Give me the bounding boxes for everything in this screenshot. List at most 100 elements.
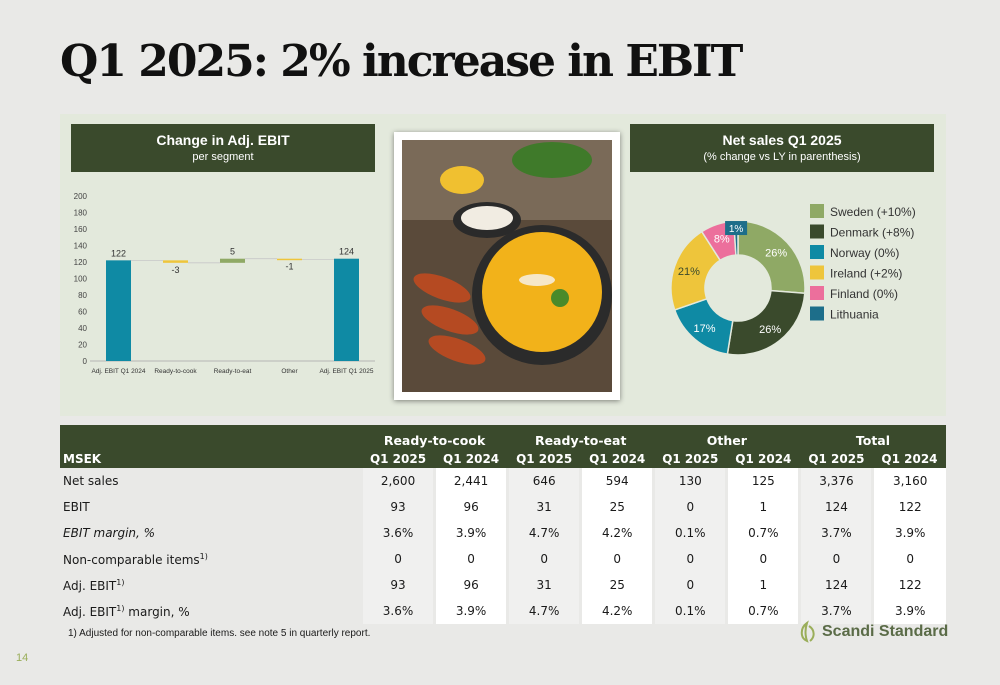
table-cell: 1 xyxy=(725,494,800,520)
y-tick-label: 160 xyxy=(74,225,88,234)
row-label-text: EBIT xyxy=(63,500,90,514)
row-label: Non-comparable items1) xyxy=(60,546,362,572)
period-header: Q1 2024 xyxy=(589,452,646,466)
table-corner-blank xyxy=(60,425,362,448)
table-cell: 0 xyxy=(725,546,800,572)
legend-swatch xyxy=(810,265,824,280)
data-label: 124 xyxy=(339,247,354,257)
slice-label-box xyxy=(725,221,748,236)
waterfall-bar xyxy=(220,258,245,263)
table-cell: 2,600 xyxy=(359,468,435,494)
donut-header: Net sales Q1 2025 (% change vs LY in par… xyxy=(630,124,934,172)
waterfall-bar xyxy=(163,260,188,263)
table-cell: 122 xyxy=(871,494,946,520)
category-label: Ready-to-eat xyxy=(214,368,252,375)
table-cell: 0 xyxy=(871,546,946,572)
table-cell: 31 xyxy=(506,572,581,598)
table-cell: 0.7% xyxy=(725,520,800,546)
waterfall-bar xyxy=(277,258,302,261)
table-cell: 3.7% xyxy=(798,598,873,624)
period-header: Q1 2024 xyxy=(881,452,938,466)
period-header: Q1 2025 xyxy=(662,452,719,466)
legend-swatch xyxy=(810,306,824,321)
y-tick-label: 100 xyxy=(74,275,88,284)
y-tick-label: 200 xyxy=(74,192,88,201)
legend-swatch xyxy=(810,224,824,239)
y-tick-label: 20 xyxy=(78,341,87,350)
legend-label: Sweden (+10%) xyxy=(830,205,916,219)
table-cell: 124 xyxy=(798,572,873,598)
food-photo xyxy=(394,132,620,400)
table-cell: 3,376 xyxy=(798,468,873,494)
table-row: EBIT margin, % 3.6% 3.9% 4.7% 4.2% 0.1% 0.7% 3.… xyxy=(60,520,946,546)
page-number: 14 xyxy=(16,652,29,664)
table-cell: 4.2% xyxy=(579,598,654,624)
table-row: Non-comparable items1) 0 0 0 0 0 0 0 0 xyxy=(60,546,946,572)
legend-label: Finland (0%) xyxy=(830,287,898,301)
table-cell: 0 xyxy=(652,572,727,598)
table-row: Adj. EBIT1) 93 96 31 25 0 1 124 122 xyxy=(60,572,946,598)
table-cell: 124 xyxy=(798,494,873,520)
table-cell: 4.7% xyxy=(506,520,581,546)
slice-label: 1% xyxy=(729,224,744,235)
period-header: Q1 2025 xyxy=(808,452,865,466)
data-label: 122 xyxy=(111,248,126,258)
legend-label: Ireland (+2%) xyxy=(830,267,902,281)
table-cell: 25 xyxy=(579,572,654,598)
table-cell: 3,160 xyxy=(871,468,946,494)
y-tick-label: 40 xyxy=(78,324,87,333)
table-cell: 0.1% xyxy=(652,520,727,546)
table-cell: 3.9% xyxy=(871,520,946,546)
waterfall-header: Change in Adj. EBIT per segment xyxy=(71,124,375,172)
legend-label: Norway (0%) xyxy=(830,246,899,260)
waterfall-bar xyxy=(334,258,359,361)
legend-swatch xyxy=(810,286,824,300)
waterfall-bar xyxy=(106,260,131,361)
company-logo: Scandi Standard xyxy=(796,620,948,644)
legend-swatch xyxy=(810,245,824,259)
row-label: EBIT margin, % xyxy=(60,520,362,546)
footnote-marker: 1) xyxy=(199,551,208,561)
row-label-text: EBIT margin, % xyxy=(63,526,156,540)
table-row: Adj. EBIT1) margin, % 3.6% 3.9% 4.7% 4.2% 0.1… xyxy=(60,598,946,624)
table-cell: 0 xyxy=(506,546,581,572)
group-header: Total xyxy=(855,433,891,448)
period-header: Q1 2024 xyxy=(735,452,792,466)
y-tick-label: 180 xyxy=(74,209,88,218)
category-label: Adj. EBIT Q1 2024 xyxy=(91,368,145,375)
table-cell: 0 xyxy=(652,494,727,520)
table-cell: 96 xyxy=(433,572,508,598)
footnote-marker: 1) xyxy=(116,603,125,613)
table-row: EBIT 93 96 31 25 0 1 124 122 xyxy=(60,494,946,520)
y-tick-label: 120 xyxy=(74,258,88,267)
category-label: Other xyxy=(281,368,298,375)
y-tick-label: 0 xyxy=(83,357,88,366)
row-label: Net sales xyxy=(60,468,362,494)
table-row: Net sales 2,600 2,441 646 594 130 125 3,376 3,16… xyxy=(60,468,946,494)
table-cell: 3.9% xyxy=(871,598,946,624)
table-cell: 1 xyxy=(725,572,800,598)
table-cell: 0 xyxy=(652,546,727,572)
group-header: Other xyxy=(706,433,747,448)
row-label-text: Adj. EBIT xyxy=(63,578,117,593)
table-cell: 0 xyxy=(798,546,873,572)
table-cell: 31 xyxy=(506,494,581,520)
table-cell: 130 xyxy=(652,468,727,494)
slice-label: 17% xyxy=(694,323,716,335)
table-cell: 594 xyxy=(579,468,654,494)
donut-slice xyxy=(726,289,806,356)
row-label: EBIT xyxy=(60,494,362,520)
group-header: Ready-to-cook xyxy=(383,433,486,448)
slice-label: 26% xyxy=(765,248,787,260)
legend-label: Lithuania xyxy=(830,308,879,322)
row-label-text: Net sales xyxy=(63,474,119,488)
row-label: Adj. EBIT1) xyxy=(60,572,362,598)
table-cell: 0 xyxy=(433,546,508,572)
donut-chart: 26% 26% 17% 21% 8%1% Sweden (+10%) Denmark (+8… xyxy=(670,204,916,356)
table-cell: 0 xyxy=(359,546,435,572)
donut-slice xyxy=(737,220,806,295)
category-label: Adj. EBIT Q1 2025 xyxy=(319,368,373,375)
slice-label: 8% xyxy=(714,234,730,246)
legend-swatch xyxy=(810,204,824,218)
y-tick-label: 80 xyxy=(78,291,87,300)
